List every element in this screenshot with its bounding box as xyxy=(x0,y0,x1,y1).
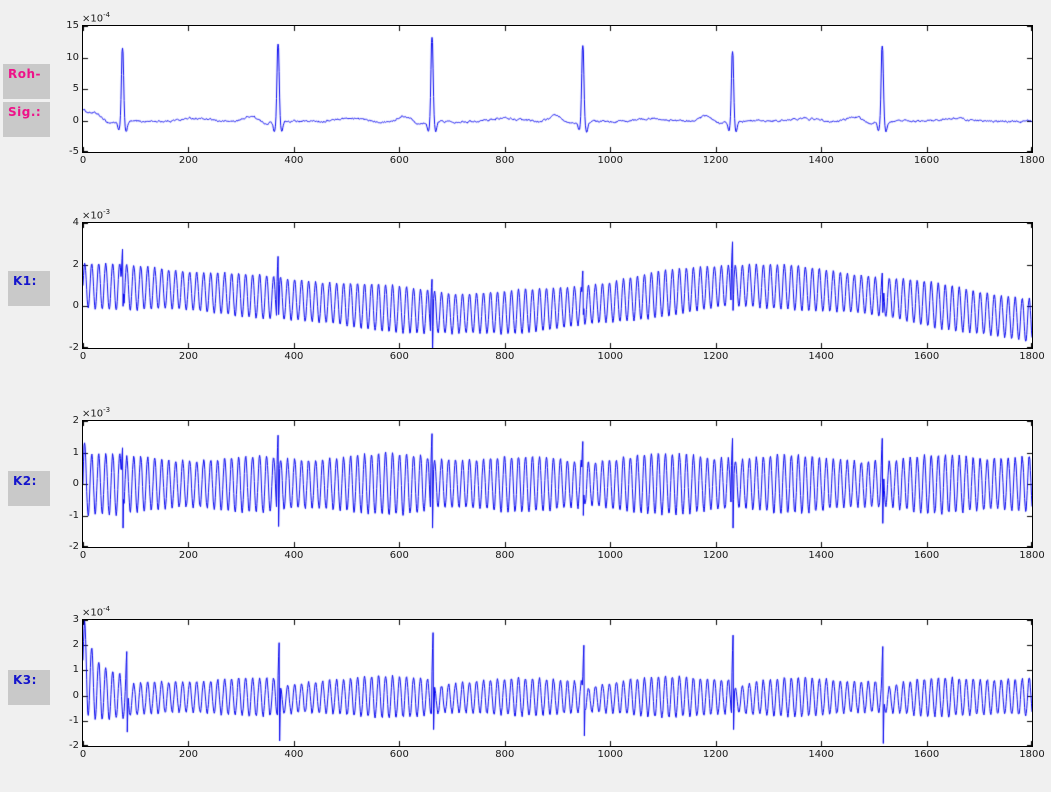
x-tick-label: 1200 xyxy=(702,550,729,561)
x-tick-label: 600 xyxy=(389,351,409,362)
k1-signal-canvas xyxy=(83,223,1032,348)
label-roh: Roh- xyxy=(3,64,50,99)
label-k3: K3: xyxy=(8,670,50,705)
y-tick-label: 4 xyxy=(72,217,79,228)
x-tick-label: 1800 xyxy=(1019,550,1045,561)
axis-exponent-label: ×10-3 xyxy=(82,406,111,420)
label-sig: Sig.: xyxy=(3,102,50,137)
y-tick-label: 2 xyxy=(72,639,79,651)
label-k1: K1: xyxy=(8,271,50,306)
x-tick-label: 1400 xyxy=(808,550,834,561)
y-tick-label: 5 xyxy=(72,83,79,94)
y-tick-label: 3 xyxy=(72,614,79,625)
x-tick-label: 1200 xyxy=(702,155,729,166)
axis-exponent-label: ×10-4 xyxy=(82,11,111,25)
x-tick-label: 1600 xyxy=(913,749,940,760)
y-tick-label: 10 xyxy=(66,51,79,63)
roh-sig-signal-canvas xyxy=(83,26,1032,152)
plot-roh-sig: -5 0 5 10 15 0 200 400 600 800 1000 1200 1400 1600 180… xyxy=(66,11,1044,166)
x-tick-label: 400 xyxy=(284,351,304,362)
k3-signal-canvas xyxy=(83,620,1032,746)
y-tick-label: 0 xyxy=(72,300,79,312)
x-tick-label: 400 xyxy=(284,550,304,561)
x-tick-label: 800 xyxy=(495,155,515,166)
x-tick-label: 1400 xyxy=(808,749,834,760)
x-tick-label: 1200 xyxy=(702,749,729,760)
x-tick-label: 1000 xyxy=(597,550,623,561)
x-tick-label: 1800 xyxy=(1019,351,1045,362)
label-k2: K2: xyxy=(8,471,50,506)
y-tick-label: 1 xyxy=(72,446,79,458)
y-tick-label: -1 xyxy=(69,714,79,726)
x-tick-label: 1600 xyxy=(913,550,940,561)
x-tick-label: 200 xyxy=(178,155,198,166)
x-tick-label: 800 xyxy=(495,749,515,760)
x-tick-label: 200 xyxy=(178,351,198,362)
y-tick-label: -5 xyxy=(69,146,79,157)
x-tick-label: 1800 xyxy=(1019,749,1045,760)
axis-exponent-label: ×10-3 xyxy=(82,208,111,222)
axis-exponent-label: ×10-4 xyxy=(82,605,111,619)
y-tick-label: 2 xyxy=(72,415,79,426)
x-tick-label: 0 xyxy=(79,351,87,362)
x-tick-label: 400 xyxy=(284,749,304,760)
x-tick-label: 400 xyxy=(284,155,304,166)
x-tick-label: 1800 xyxy=(1019,155,1045,166)
x-tick-label: 200 xyxy=(178,749,198,760)
x-tick-label: 1000 xyxy=(597,749,623,760)
y-tick-label: 0 xyxy=(72,689,79,701)
x-tick-label: 600 xyxy=(389,550,409,561)
plot-k3: -2 -1 0 1 2 3 0 200 400 600 800 1000 1200 1400 1600 180… xyxy=(69,605,1045,760)
y-tick-label: 0 xyxy=(72,114,79,126)
x-tick-label: 0 xyxy=(79,749,87,760)
x-tick-label: 1600 xyxy=(913,351,940,362)
x-tick-label: 1200 xyxy=(702,351,729,362)
y-tick-label: -1 xyxy=(69,509,79,521)
plot-k1: -2 0 2 4 0 200 400 600 800 1000 1200 1400 1600 1800 ×1… xyxy=(69,208,1045,362)
y-tick-label: -2 xyxy=(69,740,79,751)
x-tick-label: 1000 xyxy=(597,351,623,362)
plot-k2: -2 -1 0 1 2 0 200 400 600 800 1000 1200 1400 1600 1800… xyxy=(69,406,1045,561)
y-tick-label: 2 xyxy=(72,258,79,270)
x-tick-label: 0 xyxy=(79,155,87,166)
y-tick-label: 0 xyxy=(72,478,79,489)
x-tick-label: 600 xyxy=(389,749,409,760)
k2-signal-canvas xyxy=(83,421,1032,547)
x-tick-label: 600 xyxy=(389,155,409,166)
y-tick-label: 1 xyxy=(72,664,79,676)
x-tick-label: 1400 xyxy=(808,155,834,166)
x-tick-label: 1400 xyxy=(808,351,834,362)
y-tick-label: 15 xyxy=(66,20,79,31)
x-tick-label: 800 xyxy=(495,550,515,561)
x-tick-label: 1000 xyxy=(597,155,623,166)
x-tick-label: 1600 xyxy=(913,155,940,166)
x-tick-label: 0 xyxy=(79,550,87,561)
y-tick-label: -2 xyxy=(69,541,79,552)
x-tick-label: 800 xyxy=(495,351,515,362)
x-tick-label: 200 xyxy=(178,550,198,561)
y-tick-label: -2 xyxy=(69,342,79,353)
